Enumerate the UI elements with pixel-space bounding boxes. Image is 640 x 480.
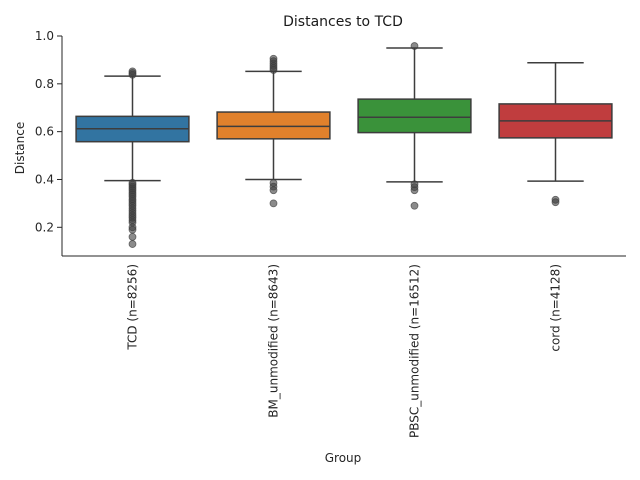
y-axis-ticks: 0.2 0.4 0.6 0.8 1.0 [35, 29, 62, 234]
outlier-point [269, 199, 278, 208]
outlier-point [269, 66, 278, 74]
box [357, 98, 472, 134]
plot-area [75, 42, 613, 248]
outlier-point [128, 70, 137, 79]
y-tick-label: 0.8 [35, 77, 54, 91]
y-tick-label: 0.6 [35, 125, 54, 139]
x-tick-label: PBSC_unmodified (n=16512) [408, 264, 422, 438]
box-group [216, 54, 331, 208]
outlier-point [128, 225, 137, 234]
y-axis-label: Distance [13, 122, 27, 174]
box-group [498, 62, 613, 207]
box [216, 111, 331, 140]
outlier-point [128, 240, 137, 248]
y-tick-label: 0.4 [35, 172, 54, 186]
box-group [357, 42, 472, 210]
y-tick-label: 1.0 [35, 29, 54, 43]
outlier-point [410, 186, 419, 195]
y-tick-label: 0.2 [35, 220, 54, 234]
chart-title: Distances to TCD [283, 14, 403, 30]
x-axis-label: Group [325, 451, 362, 465]
outlier-point [551, 198, 560, 207]
outlier-point [410, 201, 419, 210]
x-tick-label: BM_unmodified (n=8643) [267, 264, 281, 418]
box-group [75, 67, 190, 248]
outlier-point [410, 42, 419, 50]
x-tick-label: TCD (n=8256) [126, 264, 140, 351]
outlier-point [128, 232, 137, 241]
x-axis-ticks: TCD (n=8256) BM_unmodified (n=8643) PBSC_u… [126, 264, 563, 438]
x-tick-label: cord (n=4128) [549, 264, 563, 352]
outlier-point [269, 186, 278, 195]
